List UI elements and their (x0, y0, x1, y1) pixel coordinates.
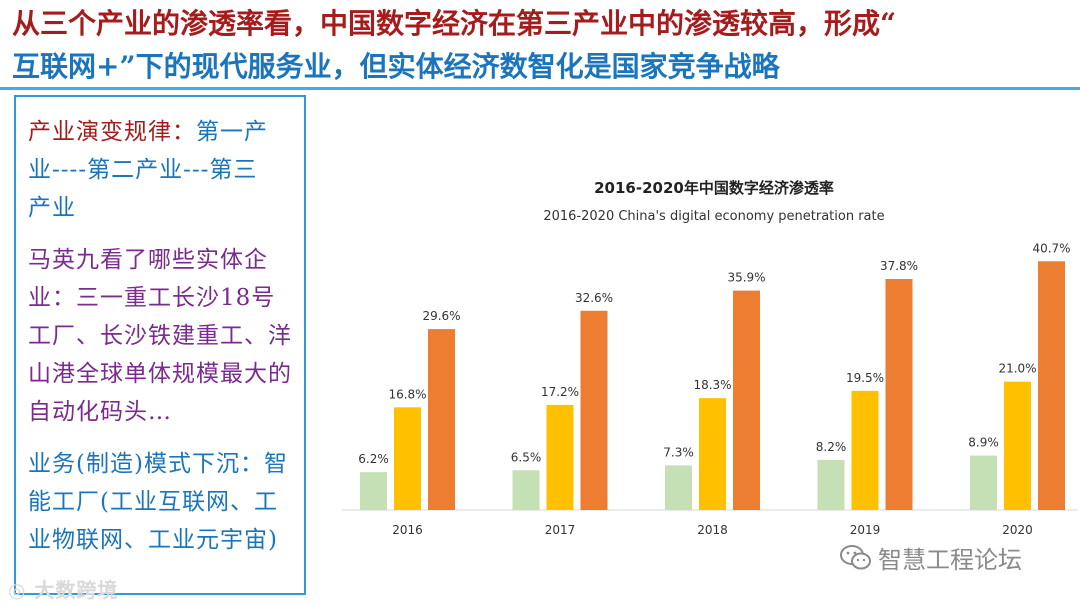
bar-2019-series-3 (885, 279, 913, 510)
data-label-2020-series-1: 8.9% (968, 436, 999, 450)
bar-2020-series-3 (1038, 261, 1065, 510)
data-label-2019-series-3: 37.8% (880, 259, 918, 273)
industry-evolution-paragraph: 产业演变规律：第一产 业----第二产业---第三 产业 (28, 113, 296, 227)
bar-2017-series-3 (580, 310, 608, 510)
bar-2018-series-1 (665, 465, 692, 510)
business-model-paragraph: 业务(制造)模式下沉：智能工厂(工业互联网、工业物联网、工业元宇宙) (28, 451, 288, 553)
wechat-icon (840, 545, 872, 577)
data-label-2020-series-2: 21.0% (998, 362, 1036, 376)
bar-2016-series-1 (360, 472, 387, 510)
x-tick-label-2019: 2019 (850, 523, 881, 537)
data-label-2016-series-3: 29.6% (422, 309, 460, 323)
data-label-2017-series-1: 6.5% (511, 450, 542, 464)
data-label-2016-series-1: 6.2% (358, 452, 389, 466)
bar-2019-series-1 (817, 459, 845, 510)
industry-evolution-text-a: 第一产 (196, 119, 268, 145)
data-label-2018-series-1: 7.3% (663, 445, 694, 459)
data-label-2016-series-2: 16.8% (388, 387, 426, 401)
bar-2016-series-3 (428, 329, 455, 510)
weibo-icon: ◎ (8, 578, 27, 602)
data-label-2017-series-3: 32.6% (575, 291, 613, 305)
x-tick-label-2018: 2018 (697, 523, 728, 537)
data-label-2020-series-3: 40.7% (1032, 241, 1070, 255)
bar-2016-series-2 (394, 407, 421, 510)
title-divider (0, 87, 1080, 90)
data-label-2018-series-2: 18.3% (693, 378, 731, 392)
x-tick-label-2020: 2020 (1002, 523, 1033, 537)
watermark-left-text: 大数跨境 (34, 578, 119, 602)
watermark-right: 智慧工程论坛 (840, 540, 1022, 577)
title-line-1: 从三个产业的渗透率看，中国数字经济在第三产业中的渗透较高，形成“ (12, 7, 897, 40)
bar-2020-series-2 (1004, 381, 1031, 510)
text-panel: 产业演变规律：第一产 业----第二产业---第三 产业 马英九看了哪些实体企业… (14, 95, 306, 595)
x-tick-label-2016: 2016 (392, 523, 423, 537)
enterprise-visit-paragraph: 马英九看了哪些实体企业：三一重工长沙18号工厂、长沙铁建重工、洋山港全球单体规模… (28, 247, 292, 425)
chart-title: 2016-2020年中国数字经济渗透率 (594, 179, 834, 197)
industry-evolution-text-c: 产业 (28, 195, 76, 221)
bar-2017-series-2 (546, 404, 574, 510)
bar-2018-series-3 (733, 290, 760, 510)
chart-subtitle: 2016-2020 China's digital economy penetr… (543, 209, 884, 224)
penetration-rate-chart: 2016-2020年中国数字经济渗透率 2016-2020 China's di… (330, 175, 1080, 555)
data-label-2018-series-3: 35.9% (727, 271, 765, 285)
bar-2017-series-1 (512, 470, 540, 510)
bar-2019-series-2 (851, 390, 879, 510)
bar-2020-series-1 (970, 455, 997, 510)
watermark-right-text: 智慧工程论坛 (878, 546, 1022, 574)
slide-title: 从三个产业的渗透率看，中国数字经济在第三产业中的渗透较高，形成“ 互联网+”下的… (12, 2, 1072, 88)
data-label-2019-series-2: 19.5% (846, 371, 884, 385)
x-tick-label-2017: 2017 (545, 523, 576, 537)
chart-svg: 2016-2020年中国数字经济渗透率 2016-2020 China's di… (342, 179, 1078, 537)
data-label-2017-series-2: 17.2% (541, 385, 579, 399)
industry-evolution-label: 产业演变规律： (28, 119, 196, 145)
industry-evolution-text-b: 业----第二产业---第三 (28, 157, 258, 183)
title-line-2: 互联网+”下的现代服务业，但实体经济数智化是国家竞争战略 (12, 50, 780, 83)
bars-group: 6.2% 16.8% 29.6% 2016 6.5% 17.2% 32.6% 2017 7.3%… (358, 241, 1070, 537)
watermark-left: ◎ 大数跨境 (8, 574, 118, 603)
bar-2018-series-2 (699, 398, 726, 510)
data-label-2019-series-1: 8.2% (816, 440, 847, 454)
